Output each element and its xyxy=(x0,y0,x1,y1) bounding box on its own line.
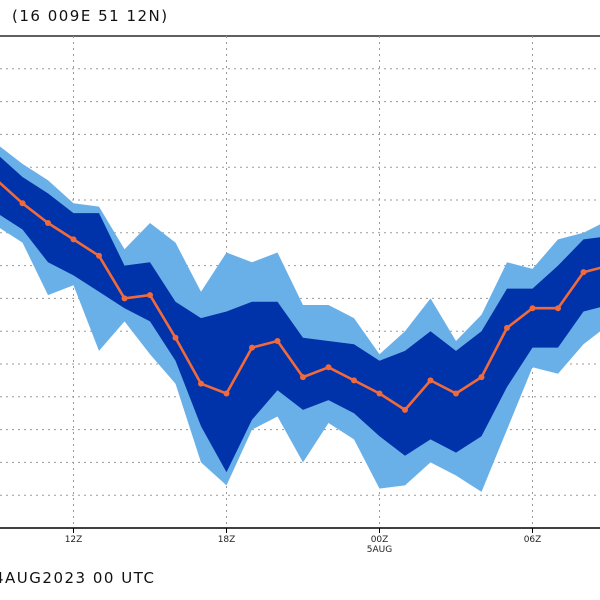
mean-point xyxy=(555,305,561,312)
x-tick-label: 06Z xyxy=(524,535,542,545)
mean-point xyxy=(529,305,536,312)
x-tick-label: 00Z xyxy=(371,535,389,545)
mean-point xyxy=(274,338,281,345)
mean-point xyxy=(478,374,485,381)
mean-point xyxy=(121,295,128,302)
mean-point xyxy=(249,344,255,351)
mean-point xyxy=(172,334,179,341)
run-time-label: 4AUG2023 00 UTC xyxy=(0,569,156,587)
x-tick-label: 18Z xyxy=(218,535,236,545)
mean-point xyxy=(325,364,332,371)
location-label: (16 009E 51 12N) xyxy=(12,7,169,25)
mean-point xyxy=(300,374,306,381)
x-tick-label: 12Z xyxy=(65,535,83,545)
mean-point xyxy=(402,406,408,413)
mean-point xyxy=(376,390,383,397)
mean-point xyxy=(580,269,587,276)
mean-point xyxy=(147,292,153,299)
mean-point xyxy=(45,219,51,226)
mean-point xyxy=(427,377,434,384)
ensemble-bands xyxy=(0,146,600,492)
mean-point xyxy=(70,236,77,243)
mean-point xyxy=(198,380,204,387)
mean-point xyxy=(19,200,26,207)
mean-point xyxy=(453,390,459,397)
x-tick-sublabel: 5AUG xyxy=(367,545,392,555)
mean-point xyxy=(223,390,230,397)
mean-point xyxy=(96,252,102,259)
mean-point xyxy=(504,324,510,331)
chart-header: (16 009E 51 12N) xyxy=(0,0,600,36)
mean-series xyxy=(0,181,600,413)
inner-percentile-band xyxy=(0,156,600,473)
mean-point xyxy=(351,377,357,384)
